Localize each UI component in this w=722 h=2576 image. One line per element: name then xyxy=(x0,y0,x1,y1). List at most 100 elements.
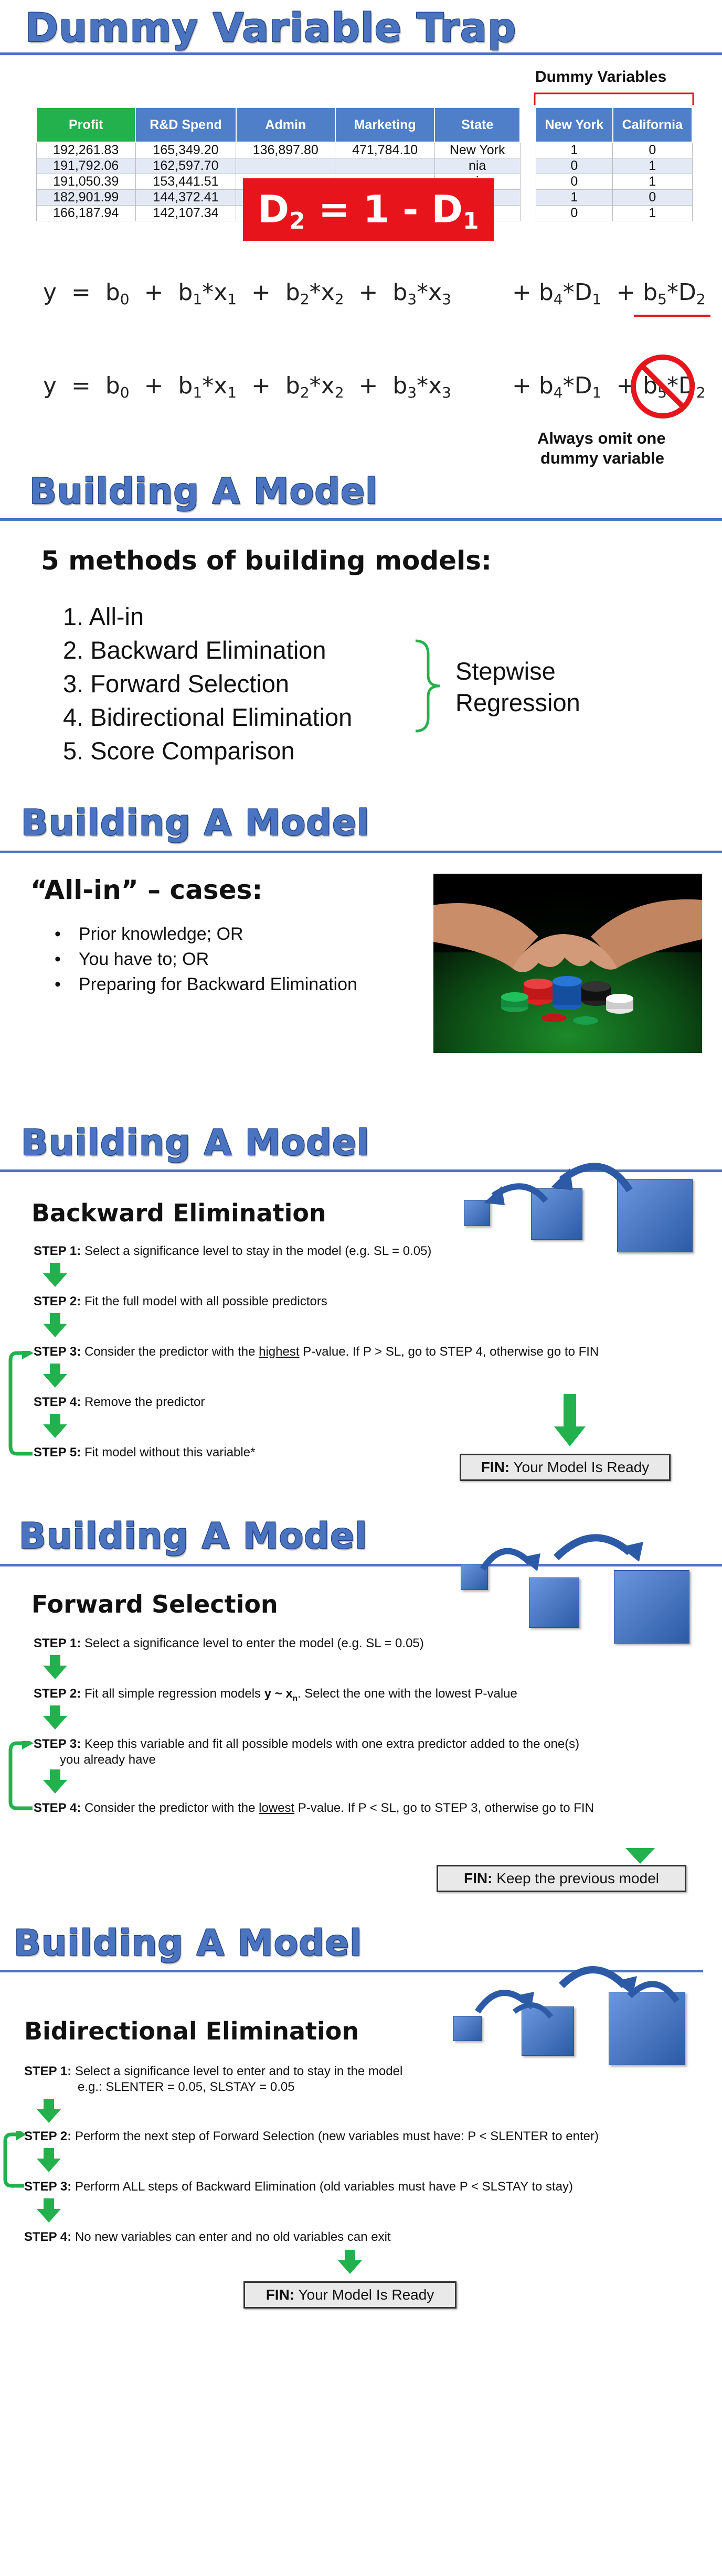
fin-text: Keep the previous model xyxy=(496,1870,659,1886)
dummy-cell: 1 xyxy=(535,142,613,158)
step-label: STEP 3: xyxy=(24,2180,72,2194)
down-arrow-icon xyxy=(43,1313,67,1337)
step-text: Fit model without this variable* xyxy=(84,1445,256,1459)
dummy-cell: 1 xyxy=(612,174,693,190)
step-1: STEP 1: Select a significance level to s… xyxy=(34,1244,431,1259)
step-1: STEP 1: Select a significance level to e… xyxy=(24,2064,402,2079)
table-cell xyxy=(335,158,435,174)
fin-text: Your Model Is Ready xyxy=(298,2287,434,2303)
omit-note-line1: Always omit one xyxy=(537,429,666,447)
fin-label: FIN: xyxy=(266,2287,295,2303)
all-in-bullet: • Prior knowledge; OR xyxy=(55,924,243,944)
slide-backward-elimination: Building A Model Backward Elimination ST… xyxy=(0,1091,722,1500)
method-heading: Forward Selection xyxy=(31,1590,278,1618)
dummy-terms-full: + b4*D1 + b5*D2 xyxy=(512,279,706,308)
regression-equation-full: y = b0 + b1*x1 + b2*x2 + b3*x3 xyxy=(43,279,451,308)
table-cell xyxy=(236,158,336,174)
fin-text: Your Model Is Ready xyxy=(513,1459,650,1475)
step-label: STEP 3: xyxy=(34,1345,81,1359)
slide-title: Building A Model xyxy=(14,1923,363,1964)
dummy-header-cell: New York xyxy=(535,107,613,143)
method-item: 2. Backward Elimination xyxy=(63,636,326,664)
fin-box: FIN: Your Model Is Ready xyxy=(460,1454,671,1481)
loop-back-bracket xyxy=(8,1741,34,1810)
down-arrow-icon xyxy=(43,1263,67,1287)
step-text: Remove the predictor xyxy=(84,1395,205,1409)
loop-back-bracket xyxy=(8,1351,34,1456)
slide-dummy-variable-trap: Dummy Variable Trap Dummy Variables Prof… xyxy=(0,0,722,477)
step-3: STEP 3: Perform ALL steps of Backward El… xyxy=(24,2180,573,2194)
step-label: STEP 1: xyxy=(34,1636,81,1650)
stepwise-label-line1: Stepwise xyxy=(455,657,556,685)
regression-equation-omitted: y = b0 + b1*x1 + b2*x2 + b3*x3 xyxy=(43,372,451,401)
slide-title: Building A Model xyxy=(21,802,370,844)
dummy-cell: 0 xyxy=(612,189,693,206)
table-cell: 166,187.94 xyxy=(36,205,136,221)
slide-forward-selection: Building A Model Forward Selection STEP … xyxy=(0,1500,722,1898)
down-arrow-icon xyxy=(43,1364,67,1388)
loop-back-bracket xyxy=(3,2131,26,2188)
method-item: 3. Forward Selection xyxy=(63,670,290,697)
slide-title: Building A Model xyxy=(21,1122,370,1164)
title-rule xyxy=(0,52,722,55)
step-text-underlined: highest xyxy=(259,1345,300,1359)
step-3-continuation: you already have xyxy=(60,1753,156,1767)
step-label: STEP 1: xyxy=(24,2064,72,2078)
title-rule xyxy=(0,851,722,853)
table-cell: 191,050.39 xyxy=(36,174,136,190)
step-label: STEP 2: xyxy=(24,2129,72,2143)
table-cell: 142,107.34 xyxy=(135,205,237,221)
poker-chips-photo xyxy=(433,874,702,1053)
step-2: STEP 2: Fit all simple regression models… xyxy=(34,1687,517,1703)
dummy-cell: 1 xyxy=(612,158,693,174)
step-text: Consider the predictor with the xyxy=(84,1801,259,1815)
step-label: STEP 4: xyxy=(34,1395,81,1409)
bullet-text: Prior knowledge; OR xyxy=(78,924,243,944)
table-cell: 165,349.20 xyxy=(135,142,237,158)
dummy-cell: 1 xyxy=(535,189,613,206)
step-2: STEP 2: Perform the next step of Forward… xyxy=(24,2129,599,2144)
all-in-heading: “All-in” – cases: xyxy=(30,875,263,905)
large-box xyxy=(609,1992,685,2065)
down-arrow-icon xyxy=(37,2198,61,2223)
bullet-text: Preparing for Backward Elimination xyxy=(78,974,357,994)
step-text: Keep this variable and fit all possible … xyxy=(84,1737,580,1751)
title-rule xyxy=(0,1970,703,1972)
step-5: STEP 5: Fit model without this variable* xyxy=(34,1445,255,1460)
dummy-cell: 0 xyxy=(535,205,613,221)
table-cell: 192,261.83 xyxy=(36,142,136,158)
down-arrow-icon xyxy=(625,1848,655,1864)
dummy-cell: 1 xyxy=(612,205,693,221)
all-in-bullet: • Preparing for Backward Elimination xyxy=(55,974,357,994)
step-text: P-value. If P < SL, go to STEP 3, otherw… xyxy=(294,1801,594,1815)
slide-bidirectional-elimination: Building A Model Bidirectional Eliminati… xyxy=(0,1909,722,2328)
slide-all-in: Building A Model “All-in” – cases: • Prio… xyxy=(0,787,722,1080)
method-item: 4. Bidirectional Elimination xyxy=(63,703,353,731)
table-row: 192,261.83 165,349.20 136,897.80 471,784.10… xyxy=(36,142,521,158)
methods-heading: 5 methods of building models: xyxy=(41,545,492,576)
step-1-continuation: e.g.: SLENTER = 0.05, SLSTAY = 0.05 xyxy=(78,2080,295,2094)
step-label: STEP 5: xyxy=(34,1445,81,1459)
step-label: STEP 4: xyxy=(24,2230,72,2244)
step-4: STEP 4: Remove the predictor xyxy=(34,1395,205,1410)
step-label: STEP 3: xyxy=(34,1737,81,1751)
title-rule xyxy=(0,518,722,521)
table-cell: 153,441.51 xyxy=(135,174,237,190)
step-text: Perform the next step of Forward Selecti… xyxy=(75,2129,599,2143)
step-label: STEP 1: xyxy=(34,1244,81,1258)
step-text-bold: y ~ x xyxy=(264,1687,293,1701)
method-item: 1. All-in xyxy=(63,603,144,630)
step-text: . Select the one with the lowest P-value xyxy=(297,1687,517,1701)
omit-note-line2: dummy variable xyxy=(540,449,665,467)
table-header-cell: State xyxy=(434,107,521,143)
down-arrow-icon xyxy=(43,1655,67,1679)
step-label: STEP 2: xyxy=(34,1294,81,1308)
slide-title: Building A Model xyxy=(29,471,378,512)
down-arrow-icon xyxy=(338,2250,362,2274)
all-in-bullet: • You have to; OR xyxy=(55,949,209,969)
dummy-variables-label: Dummy Variables xyxy=(535,68,667,85)
